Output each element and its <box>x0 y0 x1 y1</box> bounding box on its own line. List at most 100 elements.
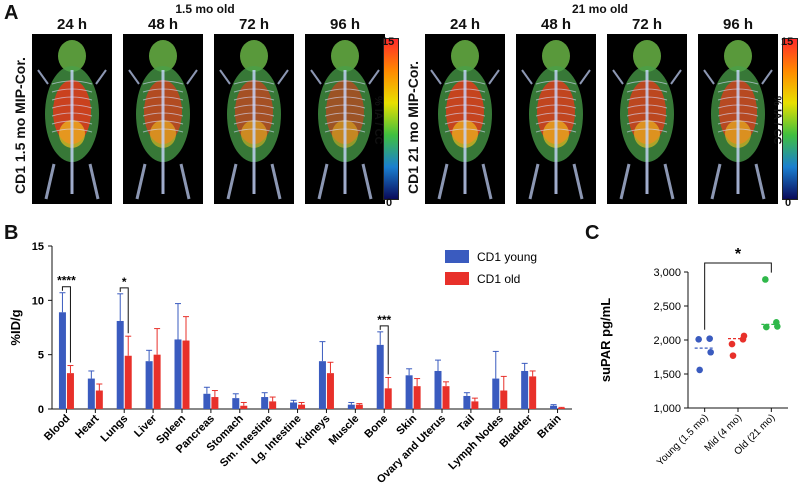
rib-shape <box>535 96 577 101</box>
bar-old <box>269 401 277 409</box>
left-arm-shape <box>612 69 624 85</box>
right-leg-shape <box>481 163 493 200</box>
y-tick-label: 1,500 <box>653 369 681 381</box>
data-point <box>706 335 713 342</box>
y-tick-label: 1,000 <box>653 403 681 415</box>
right-arm-shape <box>368 69 380 85</box>
right-arm-shape <box>277 69 289 85</box>
x-tick-label: Tail <box>456 413 477 434</box>
right-leg-shape <box>663 163 675 200</box>
rib-shape <box>444 80 486 85</box>
right-leg-shape <box>572 163 584 200</box>
rib-shape <box>142 80 184 85</box>
head-shape <box>451 40 479 72</box>
x-tick-label: Young (1.5 mo) <box>655 412 711 468</box>
bar-young <box>58 312 66 409</box>
rib-shape <box>444 120 486 125</box>
left-leg-shape <box>528 163 540 200</box>
colorbar-axis-label: % IA / CC <box>372 96 384 145</box>
rib-shape <box>142 112 184 117</box>
bar-young <box>376 344 384 409</box>
bar-young <box>347 404 355 409</box>
rib-shape <box>535 112 577 117</box>
scan-row-label-1: CD1 21 mo MIP-Cor. <box>405 60 421 194</box>
y-axis-title: %ID/g <box>8 309 23 345</box>
y-tick-label: 5 <box>38 350 44 362</box>
x-tick-label: Lungs <box>99 413 131 445</box>
head-shape <box>149 40 177 72</box>
left-arm-shape <box>703 69 715 85</box>
right-leg-shape <box>754 163 766 200</box>
bar-young <box>463 395 471 409</box>
rib-shape <box>444 96 486 101</box>
right-arm-shape <box>95 69 107 85</box>
legend-swatch <box>445 250 469 263</box>
pet-scan-image <box>32 34 112 204</box>
x-tick-label: Muscle <box>327 413 362 448</box>
rib-shape <box>324 88 366 93</box>
rib-shape <box>324 128 366 133</box>
rib-shape <box>142 128 184 133</box>
right-arm-shape <box>670 69 682 85</box>
pet-scan-graphic <box>128 40 198 200</box>
bar-old <box>413 386 421 409</box>
timepoint-label: 72 h <box>631 16 662 33</box>
significance-bracket <box>704 262 772 330</box>
data-point <box>763 323 770 331</box>
rib-shape <box>324 104 366 109</box>
rib-shape <box>233 96 275 101</box>
bar-old <box>66 373 74 409</box>
pet-scan-graphic <box>310 40 380 200</box>
scan-row-label-0: CD1 1.5 mo MIP-Cor. <box>12 57 28 194</box>
left-leg-shape <box>226 163 238 200</box>
head-shape <box>542 40 570 72</box>
bar-young <box>232 398 240 409</box>
left-arm-shape <box>37 69 49 85</box>
rib-shape <box>626 112 668 117</box>
timepoint-label: 24 h <box>56 16 87 33</box>
rib-shape <box>142 88 184 93</box>
panel-c-scatter-chart: 1,000 1,500 2,000 2,500 3,000 suPAR pg/mL Youn… <box>598 246 788 468</box>
rib-shape <box>142 96 184 101</box>
pet-scan-graphic <box>430 40 500 200</box>
left-leg-shape <box>619 163 631 200</box>
rib-shape <box>717 120 759 125</box>
head-shape <box>240 40 268 72</box>
x-tick-label: Blood <box>42 413 73 444</box>
data-point <box>728 340 736 348</box>
y-tick-label: 0 <box>38 404 44 416</box>
bar-young <box>145 361 153 409</box>
timepoint-label: 96 h <box>329 16 360 33</box>
y-tick-label: 10 <box>32 295 44 307</box>
bar-young <box>550 405 558 409</box>
rib-shape <box>142 104 184 109</box>
data-point <box>762 276 769 283</box>
bar-old <box>124 355 132 409</box>
bar-old <box>442 386 450 409</box>
head-shape <box>58 40 86 72</box>
rib-shape <box>444 88 486 93</box>
bar-old <box>500 390 508 409</box>
y-tick-label: 2,500 <box>653 301 681 313</box>
rib-shape <box>51 96 93 101</box>
pet-scan-image <box>123 34 203 204</box>
left-arm-shape <box>219 69 231 85</box>
colorbar-axis-label: % IA / CC <box>771 96 783 145</box>
bar-old <box>558 407 566 409</box>
right-leg-shape <box>88 163 100 200</box>
right-arm-shape <box>579 69 591 85</box>
bar-old <box>529 376 537 409</box>
rib-shape <box>717 96 759 101</box>
legend-swatch <box>445 272 469 285</box>
left-arm-shape <box>521 69 533 85</box>
bar-young <box>174 339 182 409</box>
rib-shape <box>233 80 275 85</box>
left-leg-shape <box>710 163 722 200</box>
rib-shape <box>233 88 275 93</box>
head-shape <box>633 40 661 72</box>
bar-old <box>384 388 392 409</box>
panel-a-letter: A <box>4 2 19 24</box>
rib-shape <box>324 112 366 117</box>
rib-shape <box>626 88 668 93</box>
rib-shape <box>626 104 668 109</box>
